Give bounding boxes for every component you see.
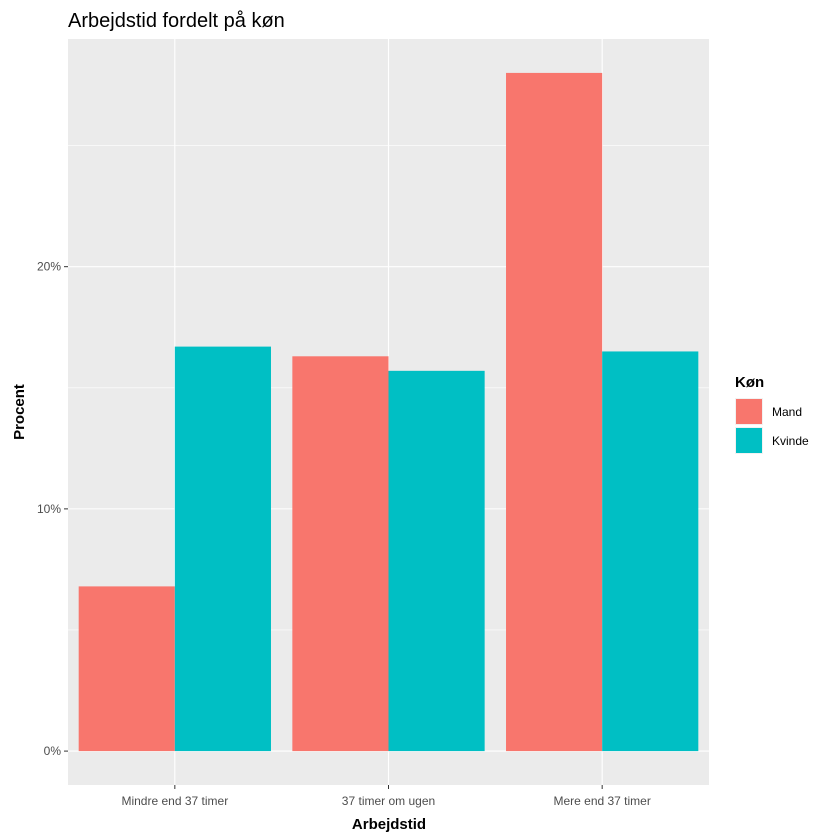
x-axis: Mindre end 37 timer 37 timer om ugen Mere …	[121, 785, 651, 808]
chart-title: Arbejdstid fordelt på køn	[68, 10, 285, 32]
legend-swatch-mand	[736, 399, 762, 424]
legend-label-mand: Mand	[772, 405, 802, 419]
x-tick-label: Mindre end 37 timer	[121, 794, 228, 808]
x-axis-title: Arbejdstid	[352, 816, 426, 833]
y-tick-label: 0%	[44, 744, 62, 758]
legend: Køn Mand Kvinde	[735, 374, 809, 454]
legend-title: Køn	[735, 374, 764, 391]
bar-kvinde-2	[602, 351, 699, 752]
y-axis-title: Procent	[11, 384, 28, 440]
bar-mand-2	[506, 72, 603, 752]
x-tick-label: 37 timer om ugen	[342, 794, 435, 808]
bars	[78, 72, 699, 752]
legend-label-kvinde: Kvinde	[772, 434, 809, 448]
legend-swatch-kvinde	[736, 428, 762, 453]
y-tick-label: 10%	[37, 502, 61, 516]
x-tick-label: Mere end 37 timer	[553, 794, 650, 808]
bar-kvinde-0	[174, 346, 271, 752]
y-tick-label: 20%	[37, 260, 61, 274]
bar-mand-1	[292, 356, 389, 752]
bar-kvinde-1	[388, 370, 485, 752]
y-axis: 0% 10% 20%	[37, 260, 68, 758]
legend-items: Mand Kvinde	[735, 398, 809, 454]
bar-mand-0	[78, 586, 175, 752]
